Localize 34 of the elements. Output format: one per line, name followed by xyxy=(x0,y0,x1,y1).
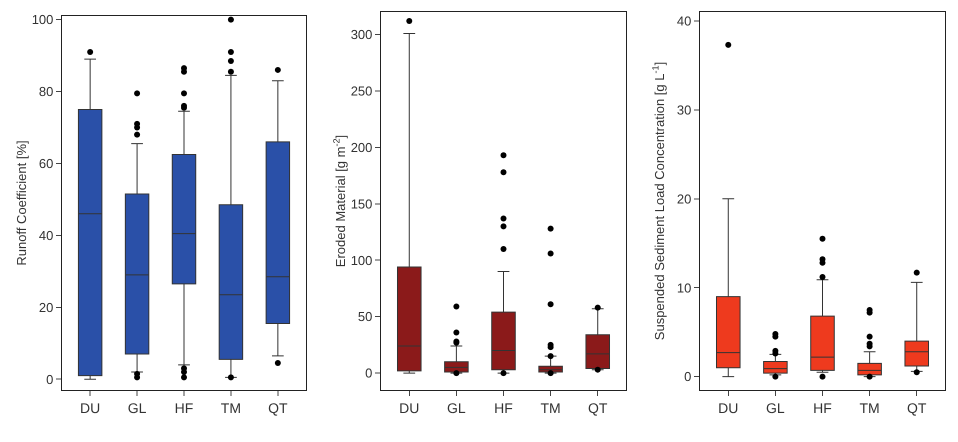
x-tick-label: DU xyxy=(399,400,420,416)
x-tick-label: TM xyxy=(860,400,880,416)
y-tick-label: 0 xyxy=(684,369,692,384)
y-tick-label: 300 xyxy=(350,27,372,42)
y-tick-label: 30 xyxy=(676,102,692,118)
x-tick-label: GL xyxy=(766,400,785,416)
y-axis-title: Runoff Coefficient [%] xyxy=(14,140,29,266)
x-tick-label: QT xyxy=(588,400,608,416)
y-tick-label: 0 xyxy=(365,366,372,381)
x-tick-label: HF xyxy=(174,400,194,416)
y-tick-label: 80 xyxy=(38,84,54,100)
y-tick-label: 20 xyxy=(676,191,692,206)
x-tick-label: TM xyxy=(540,400,561,416)
x-tick-label: TM xyxy=(220,400,242,416)
x-tick-label: DU xyxy=(80,400,100,416)
x-tick-label: GL xyxy=(128,400,147,416)
y-tick-label: 60 xyxy=(38,156,54,171)
x-tick-label: QT xyxy=(268,400,288,416)
x-tick-label: DU xyxy=(718,400,738,416)
x-tick-label: HF xyxy=(813,400,832,416)
y-tick-label: 250 xyxy=(350,84,372,99)
y-tick-label: 100 xyxy=(32,12,54,28)
x-tick-label: HF xyxy=(494,400,513,416)
y-tick-label: 40 xyxy=(676,13,692,28)
y-tick-label: 100 xyxy=(350,252,372,268)
y-tick-label: 10 xyxy=(676,280,692,296)
x-tick-label: GL xyxy=(447,400,466,416)
y-tick-label: 40 xyxy=(38,228,54,243)
y-tick-label: 0 xyxy=(46,372,54,387)
y-tick-label: 200 xyxy=(350,140,372,155)
y-tick-label: 150 xyxy=(350,196,372,212)
x-tick-label: QT xyxy=(907,400,927,416)
y-tick-label: 50 xyxy=(358,309,372,324)
y-tick-label: 20 xyxy=(38,300,54,315)
